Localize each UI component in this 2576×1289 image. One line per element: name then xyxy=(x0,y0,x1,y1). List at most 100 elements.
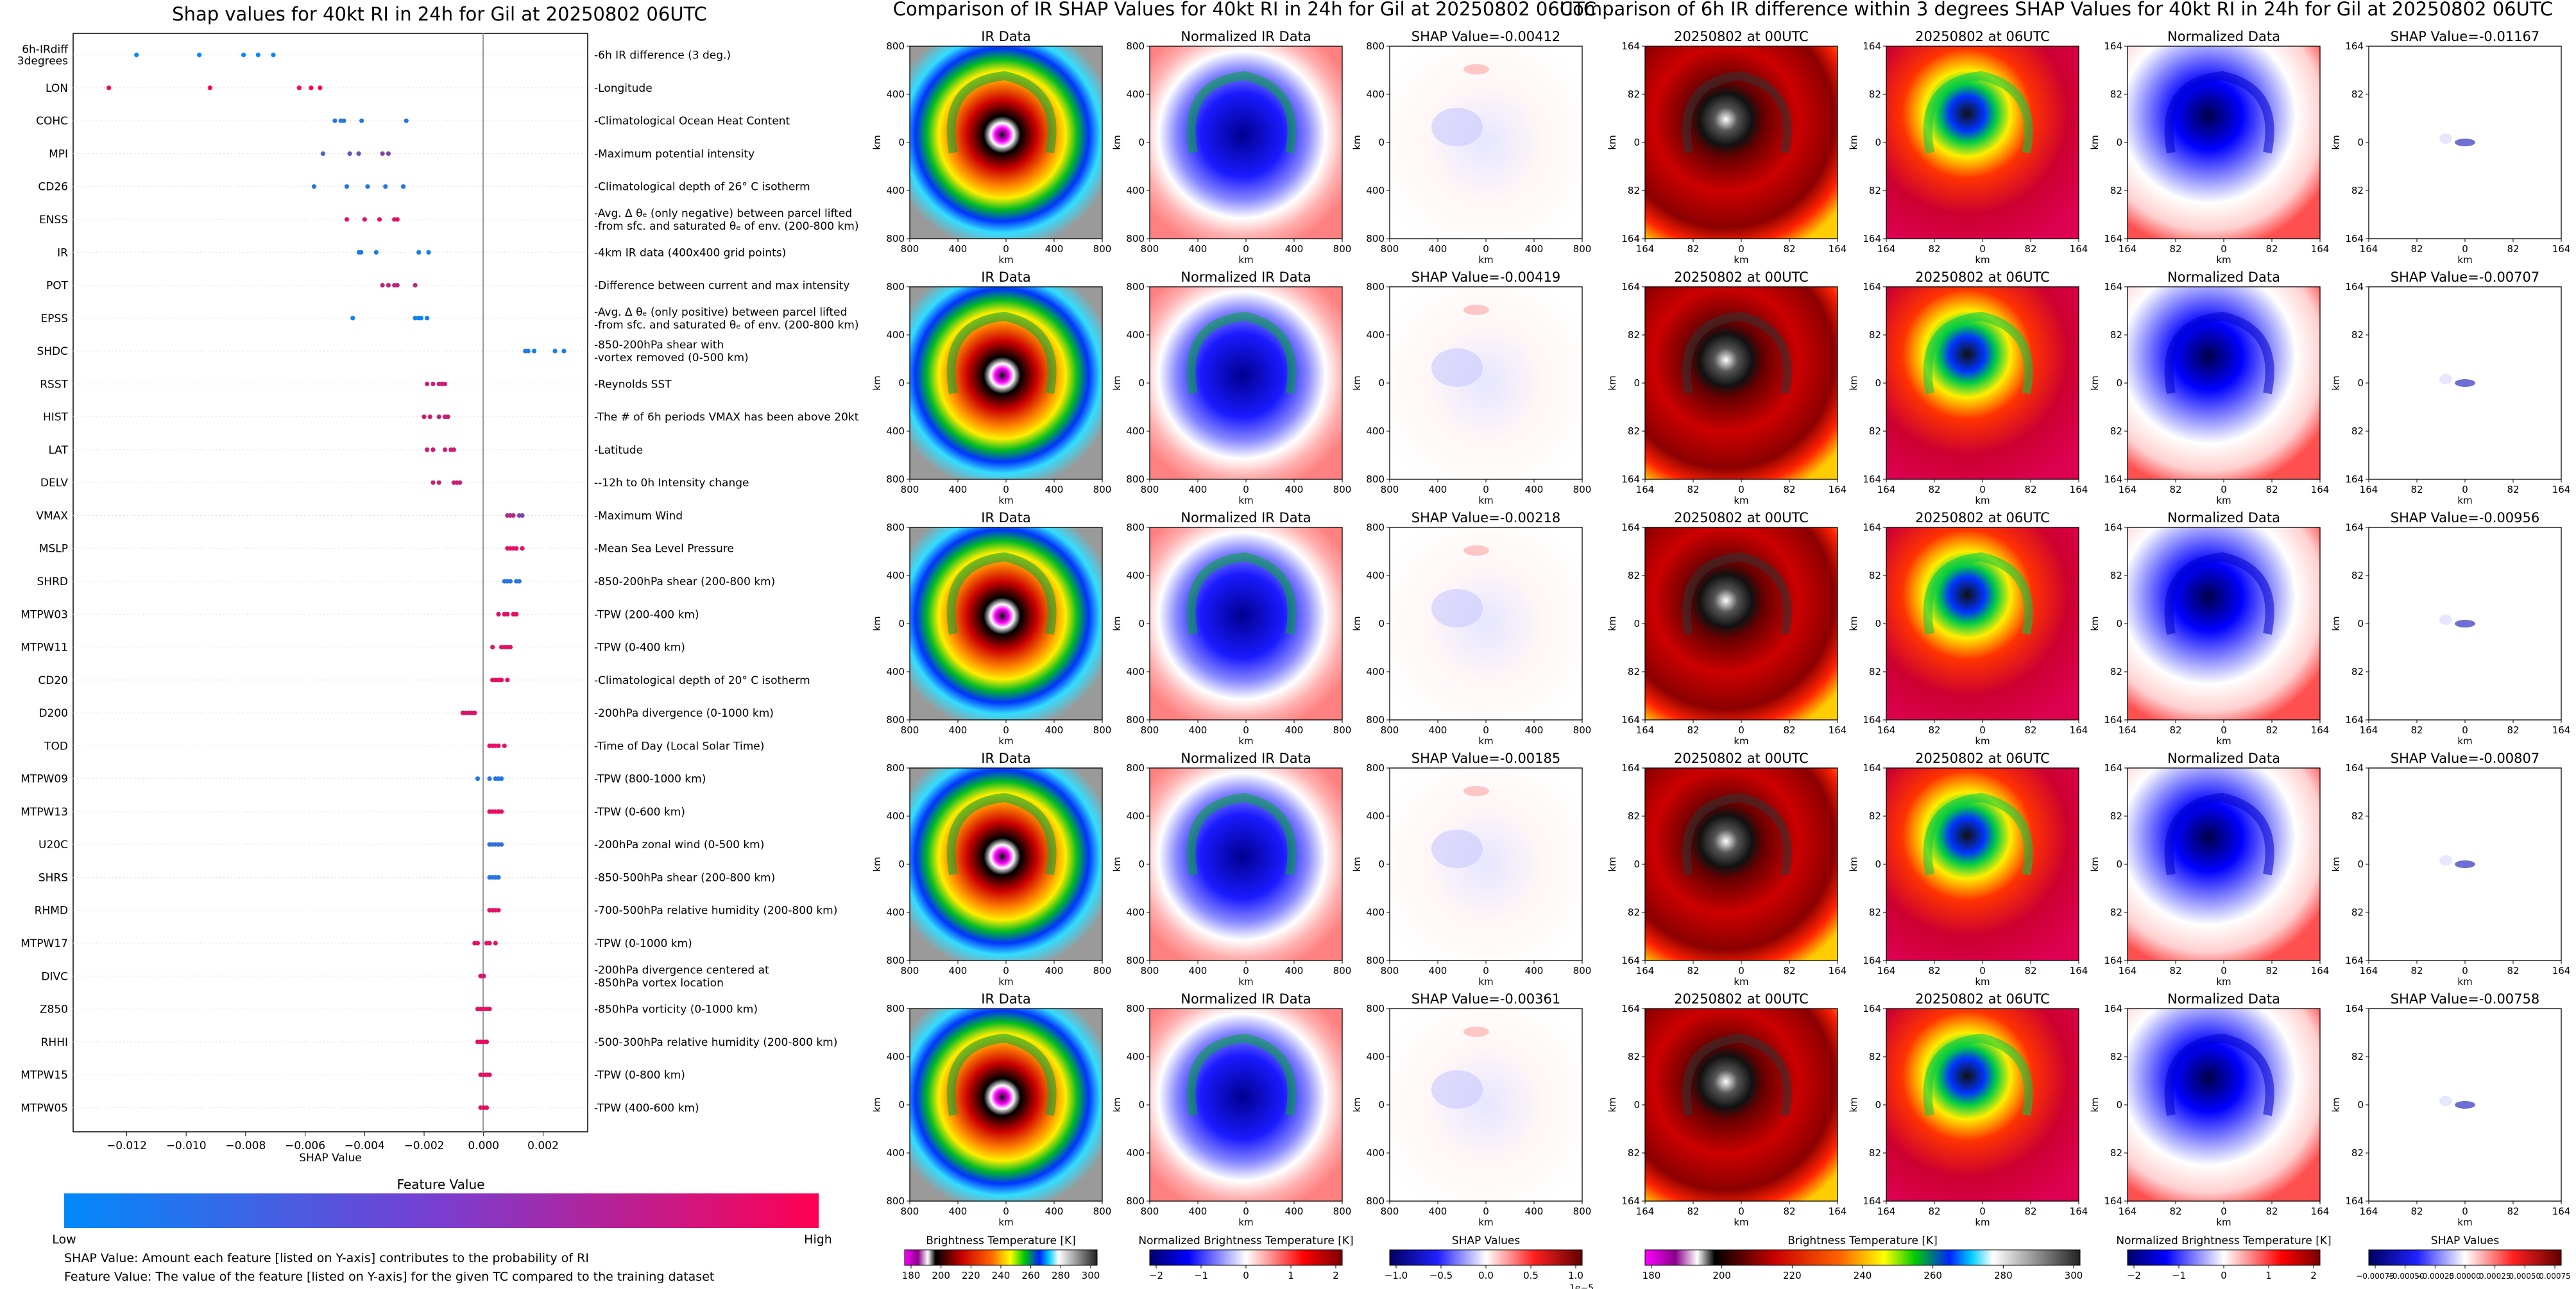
panel-title: SHAP Value=-0.00419 xyxy=(1412,269,1561,285)
panel-x-tick-label: 0 xyxy=(1483,965,1489,977)
feature-description-label: -vortex removed (0-500 km) xyxy=(594,352,749,364)
panel-y-tick-label: 164 xyxy=(2345,522,2364,533)
feature-description-label: -Difference between current and max inte… xyxy=(594,280,849,293)
shap-point xyxy=(341,118,346,123)
panel-y-axis-label: km xyxy=(1351,857,1363,871)
panel-y-axis-label: km xyxy=(1111,135,1123,149)
panel-x-tick-label: 82 xyxy=(1928,243,1940,255)
shap-point xyxy=(422,414,427,420)
shap-point xyxy=(241,53,246,58)
spiral-band xyxy=(1186,792,1297,876)
panel-title: SHAP Value=-0.00707 xyxy=(2391,269,2540,285)
panel-x-axis-label: km xyxy=(2457,976,2472,987)
feature-code-label: IR xyxy=(57,246,68,259)
panel-x-tick-label: 82 xyxy=(1687,484,1699,495)
panel-x-axis-label: km xyxy=(998,976,1013,987)
shap-point xyxy=(496,875,501,880)
feature-code-label: DIVC xyxy=(41,970,68,983)
colorbar-label: SHAP Values xyxy=(1452,1234,1521,1247)
colorbar-tick-label: 2 xyxy=(2310,1270,2317,1281)
shap-blob xyxy=(1431,108,1483,146)
panel-y-axis-label: km xyxy=(871,375,883,390)
shap-point xyxy=(502,743,507,748)
panel-y-tick-label: 164 xyxy=(2104,1003,2122,1014)
colorbar-tick-label: 220 xyxy=(1783,1270,1802,1281)
feature-code-label: Z850 xyxy=(40,1003,68,1016)
colorbar-tick-label: 2 xyxy=(1333,1270,1339,1281)
panel-y-tick-label: 164 xyxy=(1621,40,1640,52)
panel-y-tick-label: 400 xyxy=(886,570,905,581)
feature-code-label: MTPW17 xyxy=(21,937,68,950)
panel-y-tick-label: 0 xyxy=(1875,1099,1881,1111)
panel-x-tick-label: 800 xyxy=(901,724,919,736)
shap-point xyxy=(561,348,567,354)
shap-point xyxy=(296,85,302,90)
feature-description-label: -850-500hPa shear (200-800 km) xyxy=(594,871,775,884)
panel-y-tick-label: 0 xyxy=(2357,618,2364,629)
panel-y-tick-label: 164 xyxy=(2104,714,2122,726)
feature-description-label: -Climatological Ocean Heat Content xyxy=(594,115,790,128)
panel-y-axis-label: km xyxy=(1111,375,1123,390)
panel-x-tick-label: 164 xyxy=(2311,243,2330,255)
panel-y-axis-label: km xyxy=(1111,1097,1123,1112)
shap-point xyxy=(514,611,519,617)
ir-comparison-title: Comparison of IR SHAP Values for 40kt RI… xyxy=(893,0,1597,20)
panel-x-axis-label: km xyxy=(1975,495,1990,506)
panel-y-tick-label: 164 xyxy=(1863,522,1881,533)
panel-x-tick-label: 164 xyxy=(2070,1206,2088,1217)
panel-y-tick-label: 82 xyxy=(2351,425,2364,437)
panel-y-tick-label: 82 xyxy=(2110,1147,2122,1159)
panel-y-tick-label: 164 xyxy=(2345,233,2364,244)
spiral-band xyxy=(1923,792,2033,876)
panel-x-tick-label: 82 xyxy=(1687,965,1699,977)
shap-point xyxy=(442,381,448,386)
colorbar-tick-label: 0 xyxy=(1243,1270,1249,1281)
spiral-band xyxy=(946,1033,1057,1116)
panel-y-tick-label: 164 xyxy=(1863,233,1881,244)
panel-x-tick-label: 400 xyxy=(1045,243,1064,255)
panel-y-tick-label: 0 xyxy=(1378,377,1385,389)
panel-x-tick-label: 0 xyxy=(2221,1206,2227,1217)
panel-x-tick-label: 400 xyxy=(1429,724,1447,736)
colorbar-tick-label: 260 xyxy=(1021,1270,1040,1281)
spiral-band xyxy=(1682,71,1792,154)
feature-description-label: -200hPa divergence centered at xyxy=(594,964,769,977)
feature-code-label: MTPW09 xyxy=(21,773,68,786)
panel-y-tick-label: 164 xyxy=(1621,233,1640,244)
x-tick-label: −0.008 xyxy=(225,1140,266,1152)
feature-description-label: -from sfc. and saturated θₑ of env. (200… xyxy=(594,319,859,332)
panel-x-axis-label: km xyxy=(2216,1216,2231,1228)
shap-blob xyxy=(2455,860,2475,868)
spiral-band xyxy=(1186,311,1297,395)
shap-point xyxy=(520,513,525,518)
feature-row-3: MPI -Maximum potential intensity xyxy=(49,148,755,160)
spiral-band xyxy=(2164,311,2274,395)
panel-y-tick-label: 0 xyxy=(1875,137,1881,148)
feature-code-label: MTPW03 xyxy=(21,608,68,621)
feature-row-30: RHHI -500-300hPa relative humidity (200-8… xyxy=(41,1036,838,1049)
spiral-band xyxy=(2164,552,2274,635)
feature-code-label: 3degrees xyxy=(17,55,68,68)
panel-x-axis-label: km xyxy=(1734,495,1748,506)
panel-x-tick-label: 164 xyxy=(1877,1206,1896,1217)
spiral-band xyxy=(946,311,1057,395)
shap-point xyxy=(418,316,423,321)
colorbar-exponent: 1e−5 xyxy=(1569,1283,1594,1289)
shap-point xyxy=(347,151,352,157)
panel-y-tick-label: 800 xyxy=(886,233,905,244)
feature-code-label: LON xyxy=(46,82,68,95)
panel-x-tick-label: 82 xyxy=(2169,724,2181,736)
panel-y-tick-label: 800 xyxy=(1366,233,1385,244)
panel-x-tick-label: 0 xyxy=(2462,965,2468,977)
panel-y-tick-label: 400 xyxy=(886,425,905,437)
spiral-band xyxy=(2164,792,2274,876)
panel-y-tick-label: 800 xyxy=(1126,1195,1145,1207)
panel-x-tick-label: 164 xyxy=(1829,484,1847,495)
feature-row-26: RHMD -700-500hPa relative humidity (200-8… xyxy=(35,905,838,918)
colorbar-tick-label: 0.0 xyxy=(1478,1270,1494,1281)
colorbar-tick-label: 1.0 xyxy=(1568,1270,1583,1281)
